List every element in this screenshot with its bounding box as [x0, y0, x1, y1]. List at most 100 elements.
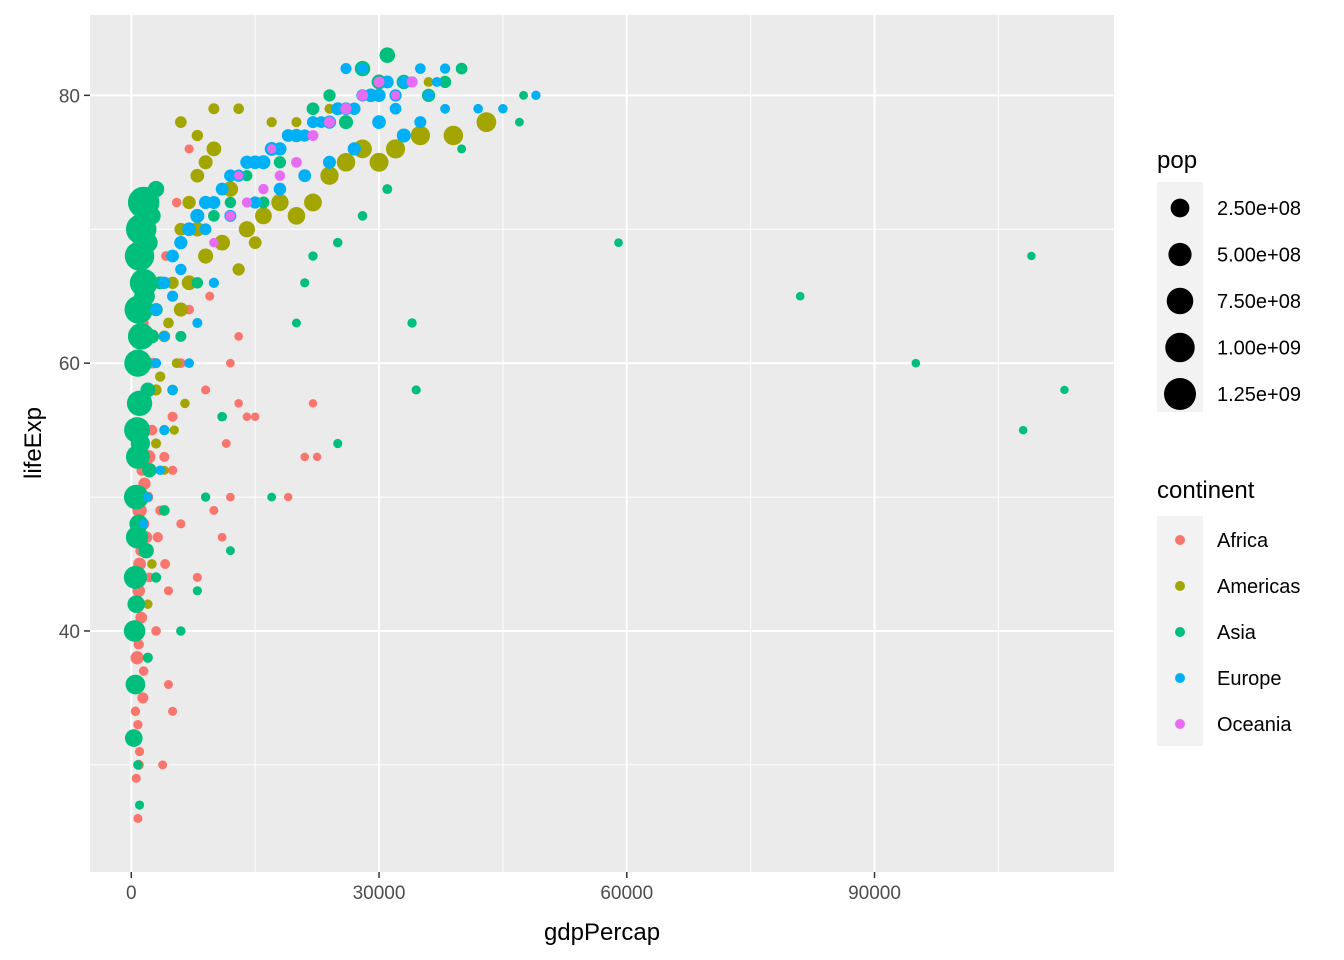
data-point [137, 692, 149, 704]
plot-panel [90, 15, 1114, 872]
data-point [473, 103, 483, 114]
data-point [138, 542, 154, 559]
data-point [150, 303, 162, 316]
data-point [323, 89, 336, 102]
legend-continent-label: Americas [1217, 576, 1300, 598]
data-point [163, 680, 173, 690]
data-point [207, 195, 221, 209]
legend-pop-label: 1.25e+09 [1217, 384, 1301, 406]
data-point [192, 572, 202, 582]
data-point [373, 76, 385, 88]
legend-pop-key [1164, 378, 1196, 410]
data-point [273, 156, 287, 169]
y-tick-label: 80 [59, 86, 80, 107]
data-point [256, 155, 271, 170]
data-point [209, 505, 219, 515]
data-point [911, 358, 921, 368]
data-point [234, 332, 243, 341]
data-point [248, 236, 262, 250]
data-point [137, 232, 158, 253]
legend-pop-label: 5.00e+08 [1217, 245, 1301, 267]
data-point [130, 651, 144, 665]
data-point [175, 330, 187, 342]
data-point [250, 412, 260, 421]
x-tick-label: 60000 [600, 883, 653, 904]
data-point [389, 102, 402, 115]
data-point [291, 117, 302, 128]
data-point [173, 302, 188, 317]
data-point [232, 263, 245, 276]
data-point [190, 208, 205, 223]
legend-pop-key [1165, 332, 1195, 363]
data-point [241, 170, 253, 182]
data-point [133, 760, 143, 770]
data-point [176, 626, 186, 636]
legend-continent-key [1175, 627, 1185, 637]
data-point [155, 371, 166, 382]
data-point [192, 586, 202, 596]
data-point [167, 290, 179, 302]
data-point [614, 238, 623, 247]
data-point [167, 465, 178, 475]
y-axis-title: lifeExp [20, 407, 47, 479]
data-point [396, 128, 411, 143]
data-point [423, 76, 434, 87]
data-point [443, 125, 464, 146]
data-point [515, 117, 524, 127]
data-point [323, 116, 336, 128]
data-point [171, 197, 182, 208]
data-point [142, 463, 157, 478]
data-point [159, 505, 170, 516]
data-point [184, 358, 194, 369]
data-point [267, 492, 277, 502]
legend-pop-key [1168, 242, 1192, 267]
data-point [372, 115, 386, 129]
axes-layer: 0 30000 60000 90000 40 60 80 [59, 86, 901, 904]
data-point [133, 720, 143, 730]
data-point [340, 63, 352, 75]
data-point [131, 773, 141, 783]
data-point [306, 116, 319, 129]
data-point [150, 572, 162, 583]
data-point [123, 484, 149, 510]
data-point [214, 234, 230, 251]
legend-pop-key [1170, 198, 1190, 218]
data-point [171, 358, 182, 369]
data-point [298, 129, 311, 142]
y-tick-label: 60 [59, 354, 80, 375]
data-point [123, 565, 148, 589]
x-axis-title: gdpPercap [544, 919, 660, 946]
data-point [440, 103, 450, 114]
data-point [142, 652, 153, 663]
data-point [287, 207, 306, 225]
data-point [254, 207, 272, 225]
legend-continent-label: Africa [1217, 530, 1269, 552]
data-point [333, 438, 343, 449]
data-point [1018, 425, 1028, 435]
data-point [242, 412, 252, 422]
data-point [159, 425, 170, 435]
data-point [158, 760, 168, 770]
data-point [221, 439, 231, 448]
legend-pop-label: 1.00e+09 [1217, 338, 1301, 360]
data-point [139, 519, 149, 529]
legend-pop-title: pop [1157, 147, 1197, 174]
data-point [206, 141, 222, 157]
data-point [133, 639, 144, 650]
data-point [199, 223, 212, 236]
x-tick-label: 90000 [848, 883, 901, 904]
data-point [356, 89, 369, 101]
legend-pop: pop 2.50e+08 5.00e+08 7.50e+08 1.00e+09 1.25… [1157, 147, 1301, 412]
data-point [169, 425, 179, 435]
data-point [174, 236, 188, 250]
data-point [163, 317, 174, 329]
data-point [249, 196, 262, 209]
data-point [134, 746, 145, 757]
data-point [369, 152, 389, 172]
data-point [336, 153, 356, 172]
data-point [215, 182, 229, 196]
data-point [182, 222, 196, 237]
data-point [224, 196, 237, 209]
data-point [274, 170, 286, 181]
data-point [519, 90, 529, 100]
